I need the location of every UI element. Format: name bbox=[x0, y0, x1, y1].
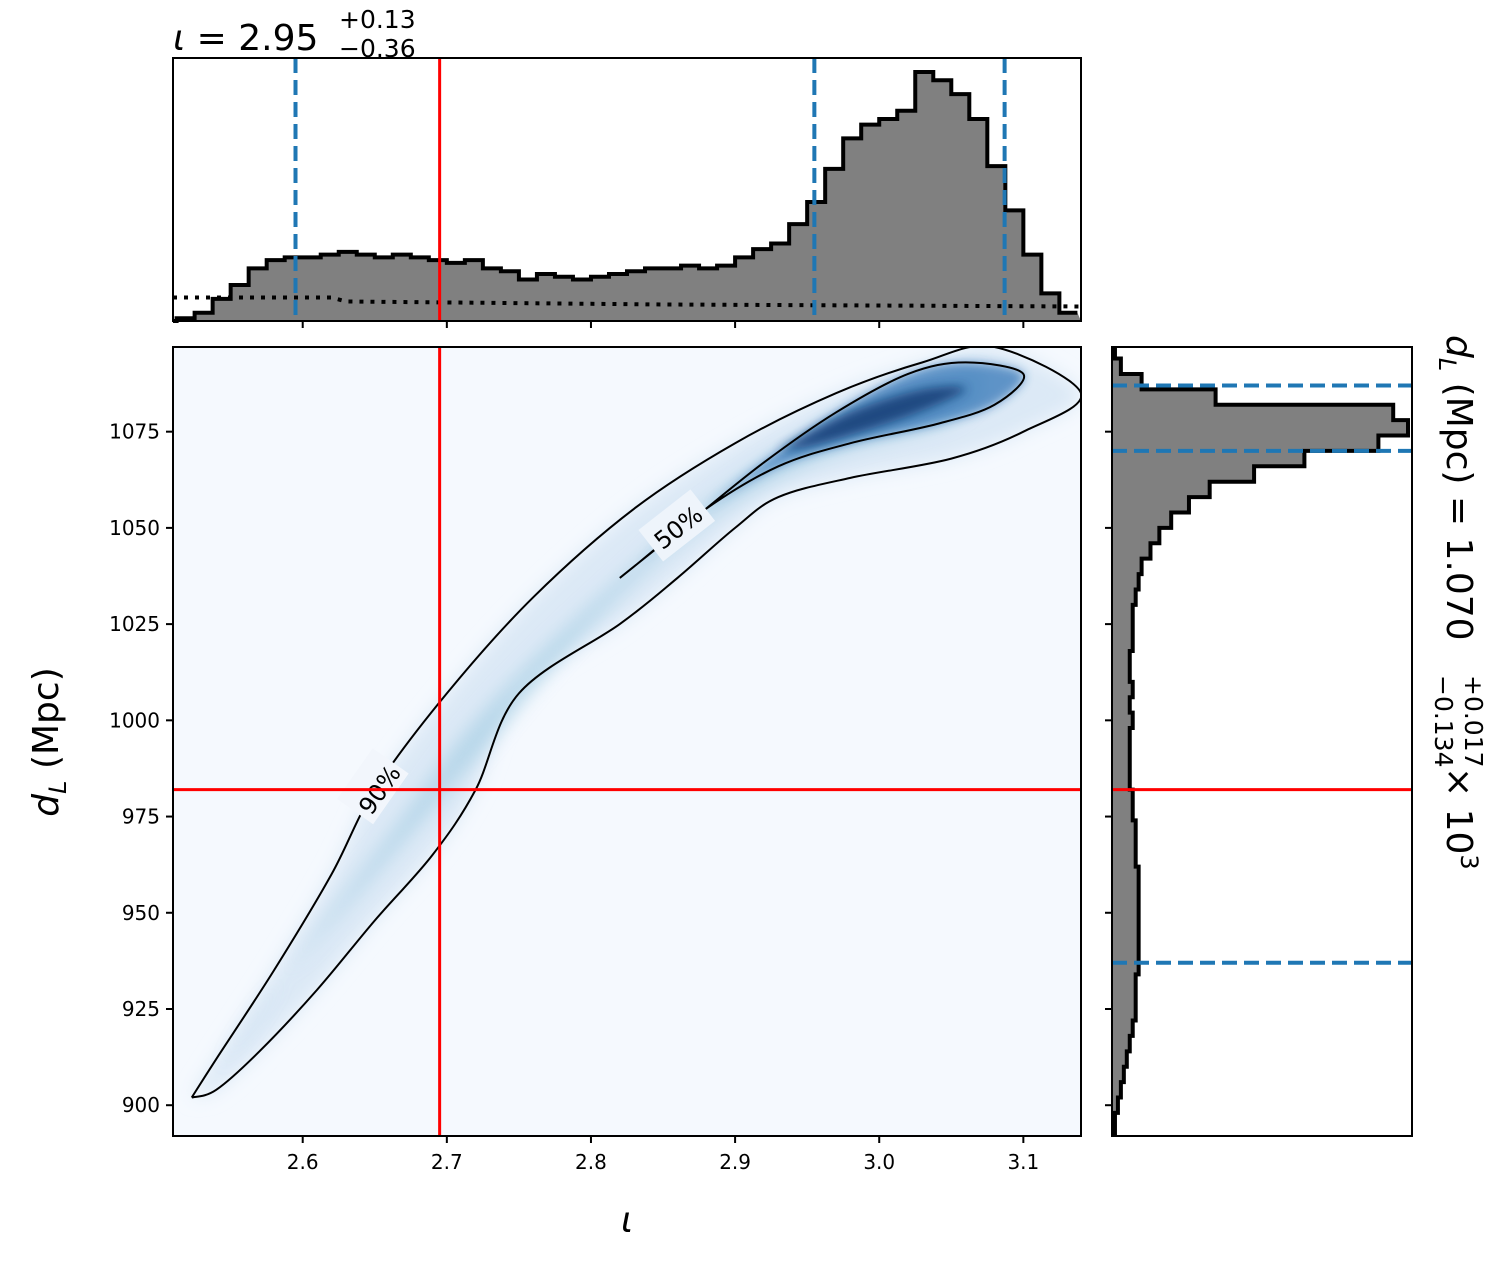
dL-title-scale: × 103 bbox=[1438, 767, 1483, 870]
density-background bbox=[173, 347, 1081, 1136]
main-ytick-label-7: 1075 bbox=[109, 420, 160, 444]
iota-title-minus: −0.36 bbox=[339, 34, 416, 63]
main-ytick-label-3: 975 bbox=[122, 805, 160, 829]
density-ridge-core bbox=[619, 362, 1025, 578]
iota-title-eq: = bbox=[185, 18, 238, 59]
contour-50-percent bbox=[619, 361, 1026, 579]
contour-label-90-bg bbox=[337, 748, 409, 825]
y-axis-label-sub: L bbox=[44, 781, 72, 794]
main-yticks: 900 925 950 975 1000 1025 1050 1075 bbox=[109, 420, 173, 1117]
iota-prior-dotted-line bbox=[173, 295, 1082, 309]
dL-credible-interval-lines bbox=[1112, 383, 1412, 965]
y-axis-label: dL (Mpc) bbox=[26, 667, 72, 816]
main-ytick-label-6: 1050 bbox=[109, 516, 160, 540]
density-frame bbox=[172, 346, 1082, 1137]
joint-density-panel: 90% 50% 2.6 2.7 2.8 2.9 3.0 3.1 9009259509751… bbox=[26, 346, 1082, 1241]
iota-title-plus: +0.13 bbox=[339, 5, 416, 34]
iota-title: ι = 2.95 bbox=[173, 18, 318, 59]
contour-label-50-bg bbox=[638, 489, 716, 562]
main-ytick-label-4: 1000 bbox=[109, 708, 160, 732]
iota-hist-frame bbox=[172, 57, 1082, 322]
main-xtick-label-5: 3.1 bbox=[1007, 1150, 1039, 1174]
dL-hist-yticks bbox=[1105, 430, 1112, 1107]
dL-title-label: d bbox=[1438, 335, 1479, 359]
y-axis-label-unit: (Mpc) bbox=[26, 667, 67, 780]
main-ytick-label-2: 950 bbox=[122, 901, 160, 925]
main-xtick-label-4: 3.0 bbox=[863, 1150, 895, 1174]
dL-histogram-fill bbox=[1112, 347, 1408, 1136]
iota-title-param: ι bbox=[173, 18, 185, 59]
dL-hist-frame bbox=[1111, 346, 1413, 1137]
dL-histogram-outline bbox=[1112, 347, 1410, 1136]
contour-90-percent bbox=[190, 347, 1081, 1099]
main-xtick-label-2: 2.8 bbox=[575, 1150, 607, 1174]
dL-title-unit: (Mpc) = 1.070 bbox=[1438, 371, 1479, 640]
dL-title-main: dL (Mpc) = 1.070 bbox=[1433, 335, 1479, 641]
iota-histogram-outline bbox=[173, 70, 1078, 323]
density-ridge-peak bbox=[778, 386, 966, 451]
main-xticks: 2.6 2.7 2.8 2.9 3.0 3.1 bbox=[287, 1136, 1039, 1174]
x-axis-label: ι bbox=[621, 1200, 633, 1241]
dL-title: dL (Mpc) = 1.070 +0.017 −0.134 × 103 bbox=[1429, 335, 1488, 870]
main-ytick-label-5: 1025 bbox=[109, 612, 160, 636]
dL-title-exponent: 3 bbox=[1455, 854, 1483, 869]
dL-title-minus: −0.134 bbox=[1429, 675, 1458, 768]
iota-title-median: 2.95 bbox=[238, 18, 318, 59]
main-xtick-label-3: 2.9 bbox=[719, 1150, 751, 1174]
dL-histogram-panel: dL (Mpc) = 1.070 +0.017 −0.134 × 103 bbox=[1105, 335, 1488, 1137]
main-ytick-label-0: 900 bbox=[122, 1093, 160, 1117]
main-xtick-label-1: 2.7 bbox=[431, 1150, 463, 1174]
iota-histogram-fill bbox=[173, 72, 1081, 321]
y-axis-label-main: d bbox=[26, 793, 67, 817]
main-xtick-label-0: 2.6 bbox=[287, 1150, 319, 1174]
dL-title-times: × 10 bbox=[1438, 767, 1479, 854]
density-ridge-outer bbox=[191, 347, 1081, 1098]
density-ridge bbox=[191, 347, 1081, 1098]
dL-title-plus: +0.017 bbox=[1459, 675, 1488, 768]
dL-title-sub: L bbox=[1433, 358, 1461, 371]
iota-hist-xticks bbox=[301, 321, 1025, 328]
iota-histogram-panel: ι = 2.95 +0.13 −0.36 bbox=[172, 5, 1082, 328]
main-ytick-label-1: 925 bbox=[122, 997, 160, 1021]
